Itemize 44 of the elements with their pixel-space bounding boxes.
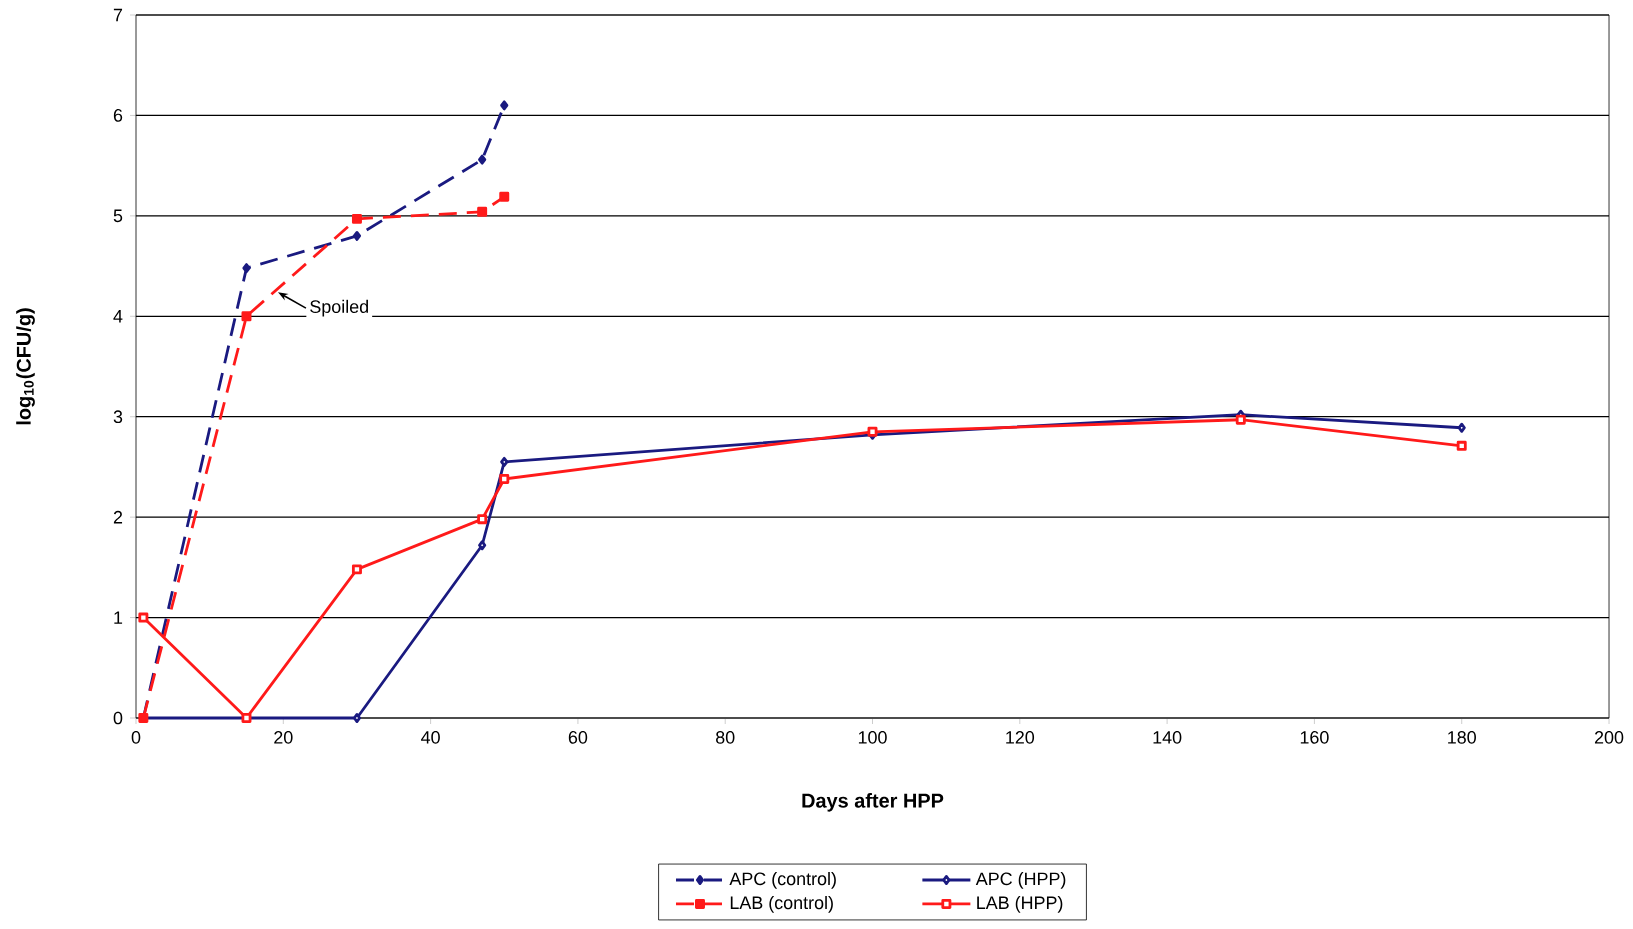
x-tick-label: 160: [1300, 731, 1329, 744]
point: [138, 612, 149, 623]
y-tick-label: 5: [113, 209, 123, 223]
point: [352, 713, 362, 723]
x-tick-label: 180: [1448, 731, 1476, 744]
x-tick-label: 120: [1006, 731, 1035, 744]
x-tick-label: 140: [1153, 731, 1182, 744]
point: [477, 206, 488, 217]
point: [242, 263, 251, 274]
y-tick-label: 6: [113, 109, 123, 122]
point: [241, 311, 252, 322]
point: [500, 456, 509, 467]
point: [499, 474, 510, 484]
x-tick-label: 0: [131, 731, 141, 744]
y-tick-label: 4: [113, 310, 123, 323]
point: [351, 213, 362, 224]
legend-label: APC (control): [729, 872, 836, 889]
annotation: Spoiled: [310, 299, 368, 317]
point: [351, 564, 362, 575]
y-tick-label: 3: [113, 410, 123, 424]
point: [1456, 440, 1467, 451]
point: [1235, 414, 1246, 425]
point: [478, 540, 487, 551]
point: [500, 100, 509, 111]
legend-label: LAB (control): [730, 895, 833, 913]
x-tick-label: 100: [858, 731, 887, 744]
y-tick-label: 2: [113, 510, 123, 524]
x-tick-label: 60: [568, 731, 588, 744]
point: [499, 191, 510, 202]
x-tick-label: 80: [716, 731, 735, 744]
point: [477, 514, 488, 525]
x-tick-label: 20: [274, 731, 293, 744]
point: [352, 230, 362, 241]
point: [478, 154, 487, 165]
y-tick-label: 0: [113, 711, 123, 725]
y-tick-label: 1: [114, 611, 123, 624]
point: [1457, 422, 1466, 433]
x-axis-title: Days after HPP: [802, 793, 944, 812]
x-tick-label: 40: [421, 731, 440, 744]
y-tick-label: 7: [113, 8, 123, 22]
y-axis-title: log$_{10}$(CFU/g): [16, 308, 35, 425]
x-tick-label: 200: [1594, 731, 1624, 744]
legend-label: LAB (HPP): [977, 895, 1063, 913]
legend-label: APC (HPP): [975, 872, 1066, 889]
